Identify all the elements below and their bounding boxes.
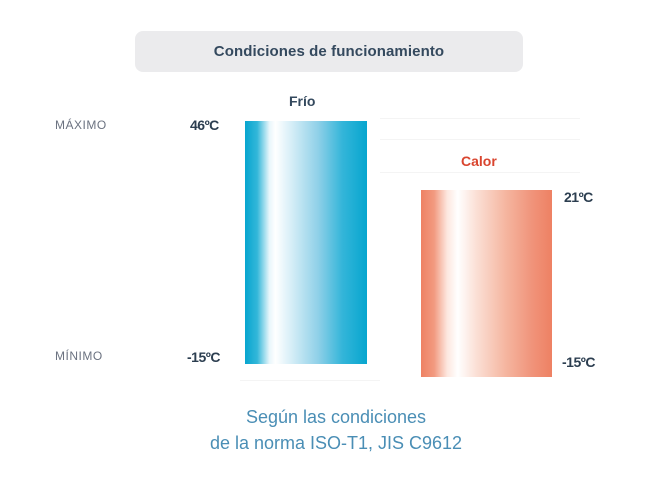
axis-label-max: MÁXIMO [55,118,107,132]
gridline [380,172,580,173]
series-label-cold: Frío [289,93,316,109]
bar-cold [245,121,367,364]
chart-title: Condiciones de funcionamiento [213,43,445,60]
gridline [240,380,380,381]
bar-hot [421,190,552,377]
series-label-hot: Calor [461,153,497,169]
gridline [380,139,580,140]
axis-label-min: MÍNIMO [55,349,103,363]
cold-min-value: -15ºC [187,349,220,365]
footnote-line-1: Según las condiciones [245,407,427,427]
hot-min-value: -15ºC [562,354,595,370]
hot-max-value: 21ºC [564,189,593,205]
gridline [380,118,580,119]
cold-max-value: 46ºC [190,117,219,133]
footnote-line-2: de la norma ISO-T1, JIS C9612 [209,433,463,453]
chart-title-box: Condiciones de funcionamiento [135,31,523,72]
